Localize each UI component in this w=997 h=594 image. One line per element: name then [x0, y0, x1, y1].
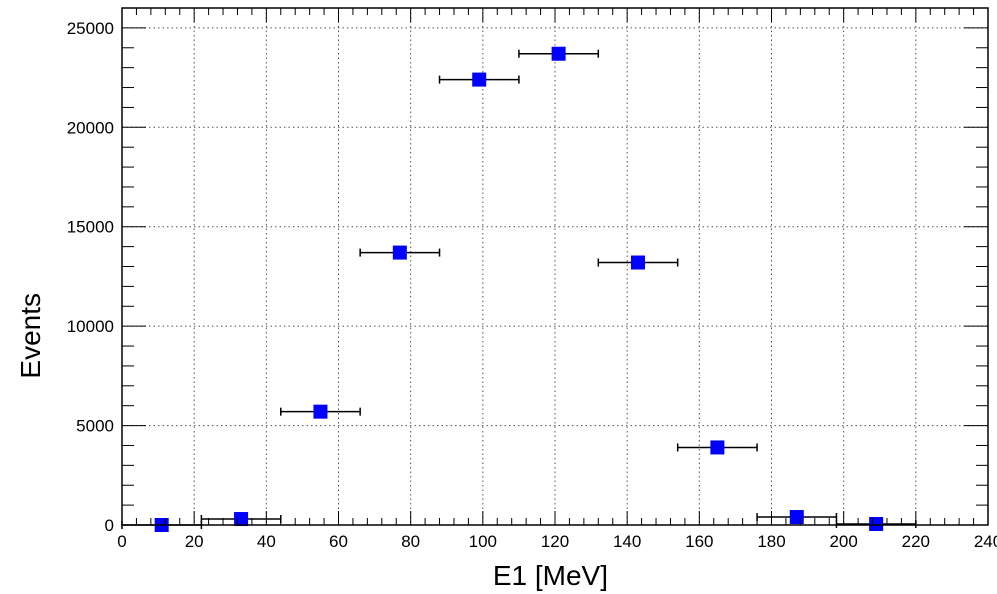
data-point — [551, 46, 566, 61]
x-tick-label: 40 — [257, 532, 276, 551]
x-tick-label: 220 — [902, 532, 930, 551]
data-point — [392, 245, 407, 260]
y-tick-label: 20000 — [67, 118, 114, 137]
axis-ticks — [121, 7, 989, 526]
y-axis-title: Events — [15, 293, 46, 379]
x-tick-label: 60 — [329, 532, 348, 551]
data-point — [630, 255, 645, 270]
x-tick-label: 180 — [757, 532, 785, 551]
x-tick-label: 80 — [401, 532, 420, 551]
data-points — [154, 46, 884, 532]
x-tick-labels: 0 20 40 60 80 100 120 140 160 180 200 220 240 — [117, 532, 997, 551]
x-tick-label: 160 — [685, 532, 713, 551]
y-tick-label: 25000 — [67, 19, 114, 38]
data-point — [234, 512, 249, 527]
data-point — [869, 517, 884, 532]
error-bars — [121, 49, 917, 529]
y-tick-label: 0 — [105, 516, 114, 535]
x-tick-label: 20 — [185, 532, 204, 551]
x-tick-label: 100 — [469, 532, 497, 551]
data-point — [710, 440, 725, 455]
data-point — [789, 510, 804, 525]
y-tick-label: 5000 — [76, 417, 114, 436]
x-tick-label: 200 — [829, 532, 857, 551]
x-tick-label: 0 — [117, 532, 126, 551]
y-tick-labels: 0 5000 10000 15000 20000 25000 — [67, 19, 114, 535]
data-point — [472, 72, 487, 87]
x-tick-label: 140 — [613, 532, 641, 551]
grid — [122, 8, 988, 525]
x-tick-label: 120 — [541, 532, 569, 551]
x-axis-title: E1 [MeV] — [493, 560, 608, 591]
y-tick-label: 10000 — [67, 317, 114, 336]
y-tick-label: 15000 — [67, 218, 114, 237]
x-tick-label: 240 — [974, 532, 997, 551]
data-point — [313, 404, 328, 419]
